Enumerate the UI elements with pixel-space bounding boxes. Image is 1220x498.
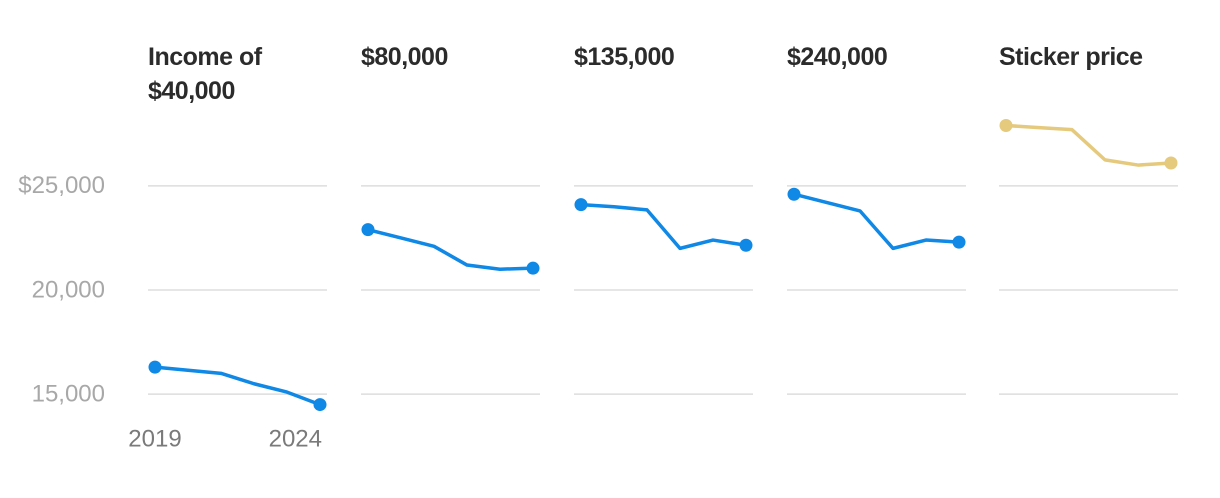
end-dot [787, 187, 801, 201]
panel-title: $80,000 [361, 43, 448, 71]
x-tick-label: 2024 [269, 425, 322, 452]
panel-title: $135,000 [574, 43, 675, 71]
end-dot [148, 360, 162, 374]
y-tick-label: 20,000 [32, 276, 105, 303]
end-dot [574, 198, 588, 212]
line [367, 227, 534, 271]
panel-title: Sticker price [999, 43, 1143, 71]
end-dot [1164, 156, 1178, 170]
end-dot [526, 261, 540, 275]
end-dot [739, 238, 753, 252]
line [793, 192, 960, 251]
end-dot [361, 223, 375, 237]
end-dot [952, 235, 966, 249]
x-tick-label: 2019 [128, 425, 181, 452]
line [154, 365, 321, 407]
y-tick-label: $25,000 [18, 172, 105, 199]
line [580, 202, 747, 251]
line [1005, 123, 1172, 167]
y-tick-label: 15,000 [32, 381, 105, 408]
end-dot [999, 118, 1013, 132]
panel-title: $240,000 [787, 43, 888, 71]
end-dot [313, 398, 327, 412]
panel-title: Income of $40,000 [148, 43, 262, 105]
